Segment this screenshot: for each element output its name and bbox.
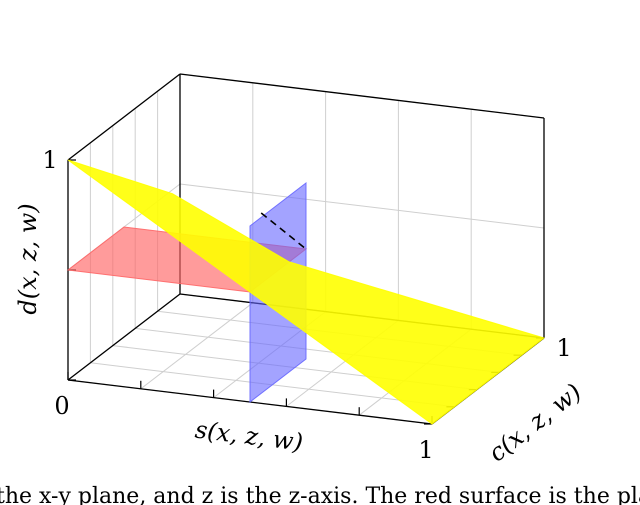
surfaces [66, 159, 546, 425]
y-tick-label: 1 [556, 334, 571, 362]
dashed-line [260, 212, 307, 250]
box-edge [67, 293, 181, 381]
x-axis-label: s(x, z, w) [194, 416, 305, 457]
z-tick-label: 1 [42, 146, 57, 174]
dashed-intersection-line [260, 212, 307, 250]
grid-line [140, 302, 254, 390]
box-edge [179, 73, 545, 119]
z-axis-label: d(x, z, w) [14, 203, 42, 314]
x-tick-label: 0 [54, 392, 69, 420]
grid-line [179, 183, 545, 229]
tick-labels: 0 1 1 1 [42, 146, 571, 464]
x-tick-label: 1 [418, 436, 433, 464]
caption-text: the x-y plane, and z is the z-axis. The … [0, 484, 640, 505]
y-axis-label: c(x, z, w) [483, 378, 586, 467]
box-edge [67, 73, 181, 161]
surface-0 [67, 159, 546, 425]
